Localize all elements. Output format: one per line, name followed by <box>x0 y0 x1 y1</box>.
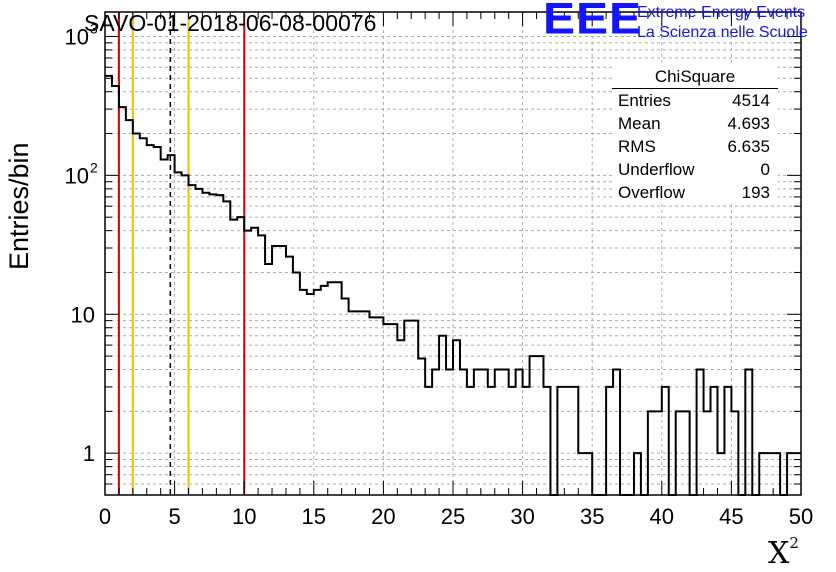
stats-row-value: 193 <box>741 183 770 202</box>
x-axis-label-text: X <box>768 536 790 571</box>
x-axis-label: X2 <box>768 534 799 571</box>
stats-row-value: 4.693 <box>727 114 770 133</box>
logo-line1: Extreme Energy Events <box>637 4 806 21</box>
stats-row-label: Overflow <box>618 183 686 202</box>
x-tick-label: 35 <box>580 504 604 529</box>
stats-row-value: 4514 <box>732 91 770 110</box>
stats-row-label: Entries <box>618 91 671 110</box>
x-tick-label: 45 <box>719 504 743 529</box>
y-tick-label: 10 <box>65 24 89 49</box>
stats-row-label: Underflow <box>618 160 695 179</box>
x-tick-label: 20 <box>371 504 395 529</box>
x-tick-label: 40 <box>650 504 674 529</box>
x-axis-label-sup: 2 <box>789 534 799 552</box>
x-tick-label: 15 <box>302 504 326 529</box>
stats-row: Underflow 0 <box>612 158 778 181</box>
y-tick-label: 10 <box>65 163 89 188</box>
stats-title: ChiSquare <box>612 66 778 89</box>
x-axis: 0 5 10 15 20 25 30 35 40 45 50 <box>99 12 813 529</box>
y-tick-label-sup: 3 <box>90 20 98 36</box>
y-tick-label: 10 <box>71 302 95 327</box>
stats-row: Mean 4.693 <box>612 112 778 135</box>
histogram-step-line <box>105 74 801 496</box>
stats-box: ChiSquare Entries 4514 Mean 4.693 RMS 6.635 Un… <box>612 66 778 204</box>
histogram-series <box>105 74 801 496</box>
chart-title: SAVO-01-2018-06-08-00076 <box>84 10 377 36</box>
x-tick-label: 50 <box>789 504 813 529</box>
stats-row: RMS 6.635 <box>612 135 778 158</box>
y-tick-label: 1 <box>83 441 95 466</box>
y-tick-label-sup: 2 <box>90 159 98 175</box>
stats-row: Overflow 193 <box>612 181 778 204</box>
stats-row: Entries 4514 <box>612 89 778 112</box>
grid-lines <box>105 12 801 495</box>
y-axis-label: Entries/bin <box>4 142 34 270</box>
x-tick-label: 10 <box>232 504 256 529</box>
eee-logo-icon: EEE <box>543 0 643 44</box>
x-tick-label: 5 <box>168 504 180 529</box>
stats-row-value: 0 <box>760 160 770 179</box>
stats-rows: Entries 4514 Mean 4.693 RMS 6.635 Underflow 0 Ov… <box>612 89 778 204</box>
stats-row-label: Mean <box>618 114 661 133</box>
stats-row-label: RMS <box>618 137 656 156</box>
stats-row-value: 6.635 <box>727 137 770 156</box>
x-tick-label: 25 <box>441 504 465 529</box>
x-tick-label: 0 <box>99 504 111 529</box>
reference-lines <box>117 12 246 495</box>
x-tick-label: 30 <box>510 504 534 529</box>
logo-line2: La Scienza nelle Scuole <box>637 24 808 41</box>
